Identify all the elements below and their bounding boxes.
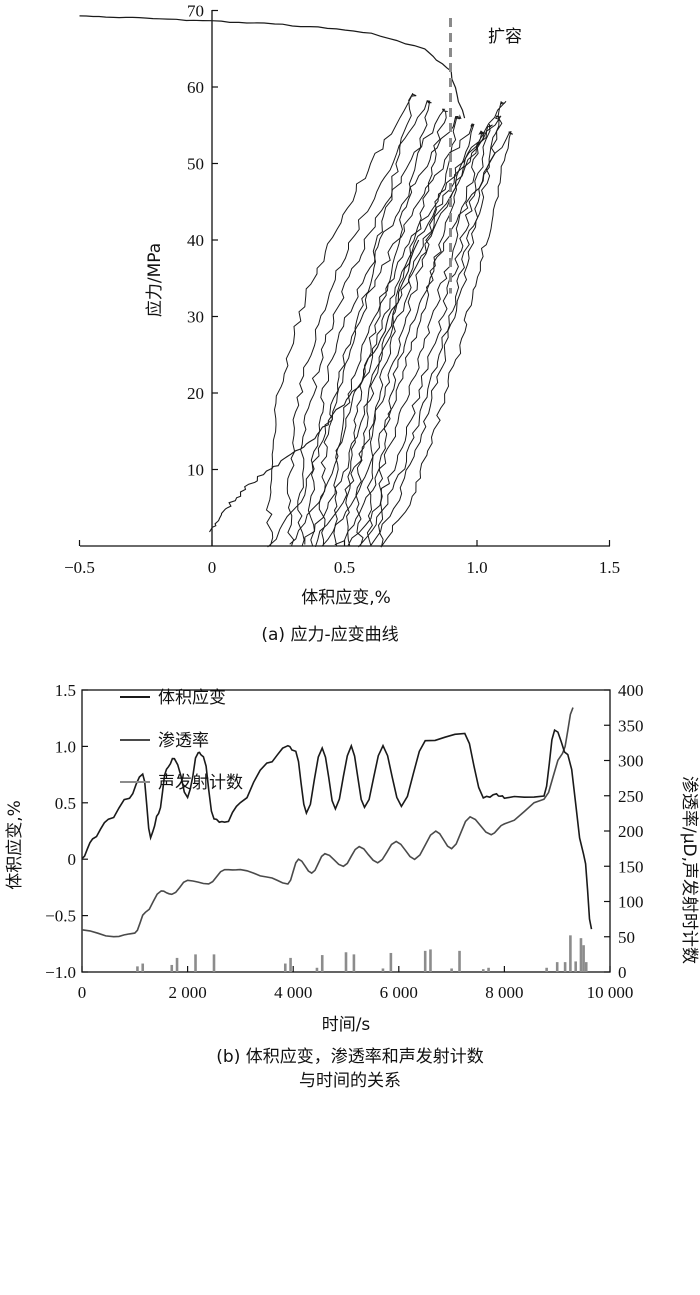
panel-b-left-tick-label: 1.5 bbox=[55, 681, 76, 700]
ae-count-bar bbox=[175, 957, 179, 972]
panel-a-y-tick-label: 50 bbox=[187, 155, 204, 174]
panel-a-y-tick-label: 40 bbox=[187, 231, 204, 250]
panel-b-left-tick-label: 0 bbox=[68, 850, 77, 869]
panel-a-y-tick-label: 60 bbox=[187, 78, 204, 97]
stress-strain-loop bbox=[297, 108, 448, 547]
ae-count-bar bbox=[458, 950, 461, 972]
panel-a-x-tick-label: 0.5 bbox=[334, 558, 355, 577]
panel-b-right-tick-label: 250 bbox=[618, 787, 644, 806]
panel-b-right-tick-label: 50 bbox=[618, 928, 635, 947]
legend-label-strain: 体积应变 bbox=[158, 688, 226, 708]
volumetric-strain-line bbox=[81, 728, 593, 930]
ae-count-bar bbox=[344, 952, 348, 972]
ae-count-bar bbox=[582, 945, 585, 972]
ae-count-bar bbox=[487, 967, 490, 972]
ae-count-bar bbox=[194, 954, 197, 972]
panel-b: 0 2 000 4 000 6 000 8 000 10 000 −1.0 −0.5 0 0.5… bbox=[5, 681, 699, 1091]
panel-a-x-ticks: −0.5 0 0.5 1.0 1.5 bbox=[64, 540, 620, 577]
permeability-line bbox=[81, 707, 574, 938]
panel-b-right-tick-label: 100 bbox=[618, 893, 644, 912]
panel-a-x-tick-label: 1.5 bbox=[599, 558, 620, 577]
panel-b-caption-line1: (b) 体积应变，渗透率和声发射计数 bbox=[216, 1047, 483, 1067]
panel-a-curves bbox=[79, 15, 514, 548]
panel-a-y-tick-label: 70 bbox=[187, 2, 204, 21]
panel-a-y-tick-label: 10 bbox=[187, 461, 204, 480]
panel-b-left-tick-label: 0.5 bbox=[55, 794, 76, 813]
ae-count-bar bbox=[555, 962, 559, 972]
tail-curve bbox=[79, 15, 466, 119]
panel-b-right-label: 渗透率/μD,声发射时计数 bbox=[679, 776, 699, 964]
panel-b-left-tick-label: −0.5 bbox=[45, 907, 76, 926]
ae-count-bars bbox=[136, 935, 588, 972]
panel-b-right-tick-label: 400 bbox=[618, 681, 644, 700]
ae-count-bar bbox=[141, 963, 145, 972]
panel-b-x-label: 时间/s bbox=[322, 1015, 371, 1035]
panel-a-x-tick-label: −0.5 bbox=[64, 558, 95, 577]
panel-b-x-tick-label: 8 000 bbox=[485, 983, 523, 1002]
panel-a-caption: (a) 应力-应变曲线 bbox=[261, 625, 398, 645]
legend-label-permeability: 渗透率 bbox=[158, 731, 209, 751]
ae-count-bar bbox=[574, 961, 577, 972]
ae-count-bar bbox=[289, 957, 292, 972]
panel-b-x-tick-label: 0 bbox=[78, 983, 87, 1002]
ae-count-bar bbox=[389, 952, 393, 972]
ae-count-bar bbox=[423, 950, 427, 972]
ae-count-bar bbox=[563, 962, 567, 972]
panel-b-right-tick-label: 200 bbox=[618, 822, 644, 841]
ae-count-bar bbox=[212, 954, 216, 972]
ae-count-bar bbox=[481, 969, 485, 972]
panel-a-x-label: 体积应变,% bbox=[301, 588, 391, 608]
stress-strain-loop bbox=[377, 131, 514, 548]
ae-count-bar bbox=[429, 949, 432, 972]
panel-b-right-tick-label: 300 bbox=[618, 752, 644, 771]
panel-a-x-tick-label: 0 bbox=[208, 558, 217, 577]
panel-b-left-tick-label: 1.0 bbox=[55, 737, 76, 756]
panel-b-x-tick-label: 2 000 bbox=[168, 983, 206, 1002]
stress-strain-loop bbox=[307, 114, 462, 548]
stress-strain-loop bbox=[265, 92, 417, 548]
stress-strain-loop bbox=[286, 100, 432, 547]
dilatancy-annotation: 扩容 bbox=[488, 27, 522, 47]
panel-b-right-tick-label: 150 bbox=[618, 857, 644, 876]
ae-count-bar bbox=[569, 935, 572, 972]
ae-count-bar bbox=[579, 938, 583, 972]
ae-count-bar bbox=[450, 968, 453, 972]
stress-strain-loop bbox=[333, 130, 486, 547]
panel-b-left-ticks: −1.0 −0.5 0 0.5 1.0 1.5 bbox=[45, 681, 88, 982]
panel-b-x-ticks: 0 2 000 4 000 6 000 8 000 10 000 bbox=[78, 966, 634, 1002]
ae-count-bar bbox=[584, 962, 588, 972]
panel-b-left-label: 体积应变,% bbox=[5, 800, 25, 890]
panel-b-x-tick-label: 10 000 bbox=[587, 983, 634, 1002]
ae-count-bar bbox=[320, 955, 324, 972]
initial-loading-curve bbox=[209, 239, 420, 533]
stress-strain-loop bbox=[355, 115, 502, 548]
legend-label-ae: 声发射计数 bbox=[158, 773, 243, 793]
panel-b-caption-line2: 与时间的关系 bbox=[299, 1071, 401, 1091]
panel-b-right-ticks: 0 50 100 150 200 250 300 350 400 bbox=[604, 681, 644, 982]
ae-count-bar bbox=[136, 966, 139, 972]
ae-count-bar bbox=[352, 954, 356, 972]
panel-b-left-tick-label: −1.0 bbox=[45, 963, 76, 982]
panel-b-legend: 体积应变 渗透率 声发射计数 bbox=[120, 688, 243, 793]
panel-a-y-ticks: 10 20 30 40 50 60 70 bbox=[187, 2, 218, 480]
stress-strain-loop bbox=[366, 100, 507, 547]
panel-a-y-tick-label: 20 bbox=[187, 384, 204, 403]
stress-strain-loop bbox=[318, 122, 475, 547]
panel-b-x-tick-label: 6 000 bbox=[380, 983, 418, 1002]
ae-count-bar bbox=[545, 967, 548, 972]
panel-a-y-label: 应力/MPa bbox=[145, 243, 165, 317]
panel-b-right-tick-label: 350 bbox=[618, 716, 644, 735]
panel-a-y-tick-label: 30 bbox=[187, 308, 204, 327]
ae-count-bar bbox=[170, 964, 174, 972]
stress-strain-loop bbox=[345, 123, 493, 547]
ae-count-bar bbox=[381, 968, 385, 972]
ae-count-bar bbox=[315, 967, 319, 972]
panel-a-x-tick-label: 1.0 bbox=[466, 558, 487, 577]
ae-count-bar bbox=[283, 963, 287, 972]
panel-b-x-tick-label: 4 000 bbox=[274, 983, 312, 1002]
panel-b-right-tick-label: 0 bbox=[618, 963, 627, 982]
